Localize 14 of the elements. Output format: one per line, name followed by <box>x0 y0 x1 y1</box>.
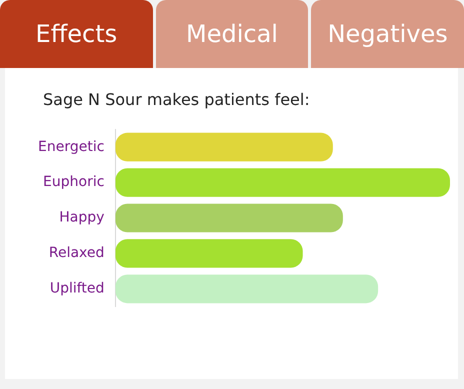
bar <box>115 239 303 268</box>
bar <box>115 168 450 197</box>
y-tick-label: Happy <box>59 210 104 226</box>
y-tick-label: Euphoric <box>43 174 104 190</box>
y-tick-label: Relaxed <box>48 245 104 262</box>
y-tick-label: Uplifted <box>50 280 104 297</box>
bar <box>115 204 343 232</box>
text: Effects <box>0 0 153 68</box>
chart-title: Sage N Sour makes patients feel: <box>43 90 310 109</box>
text: Negatives <box>311 0 464 68</box>
bar <box>115 132 333 162</box>
y-tick-label: Energetic <box>38 138 104 155</box>
bar <box>115 274 378 304</box>
text: Medical <box>156 0 308 68</box>
